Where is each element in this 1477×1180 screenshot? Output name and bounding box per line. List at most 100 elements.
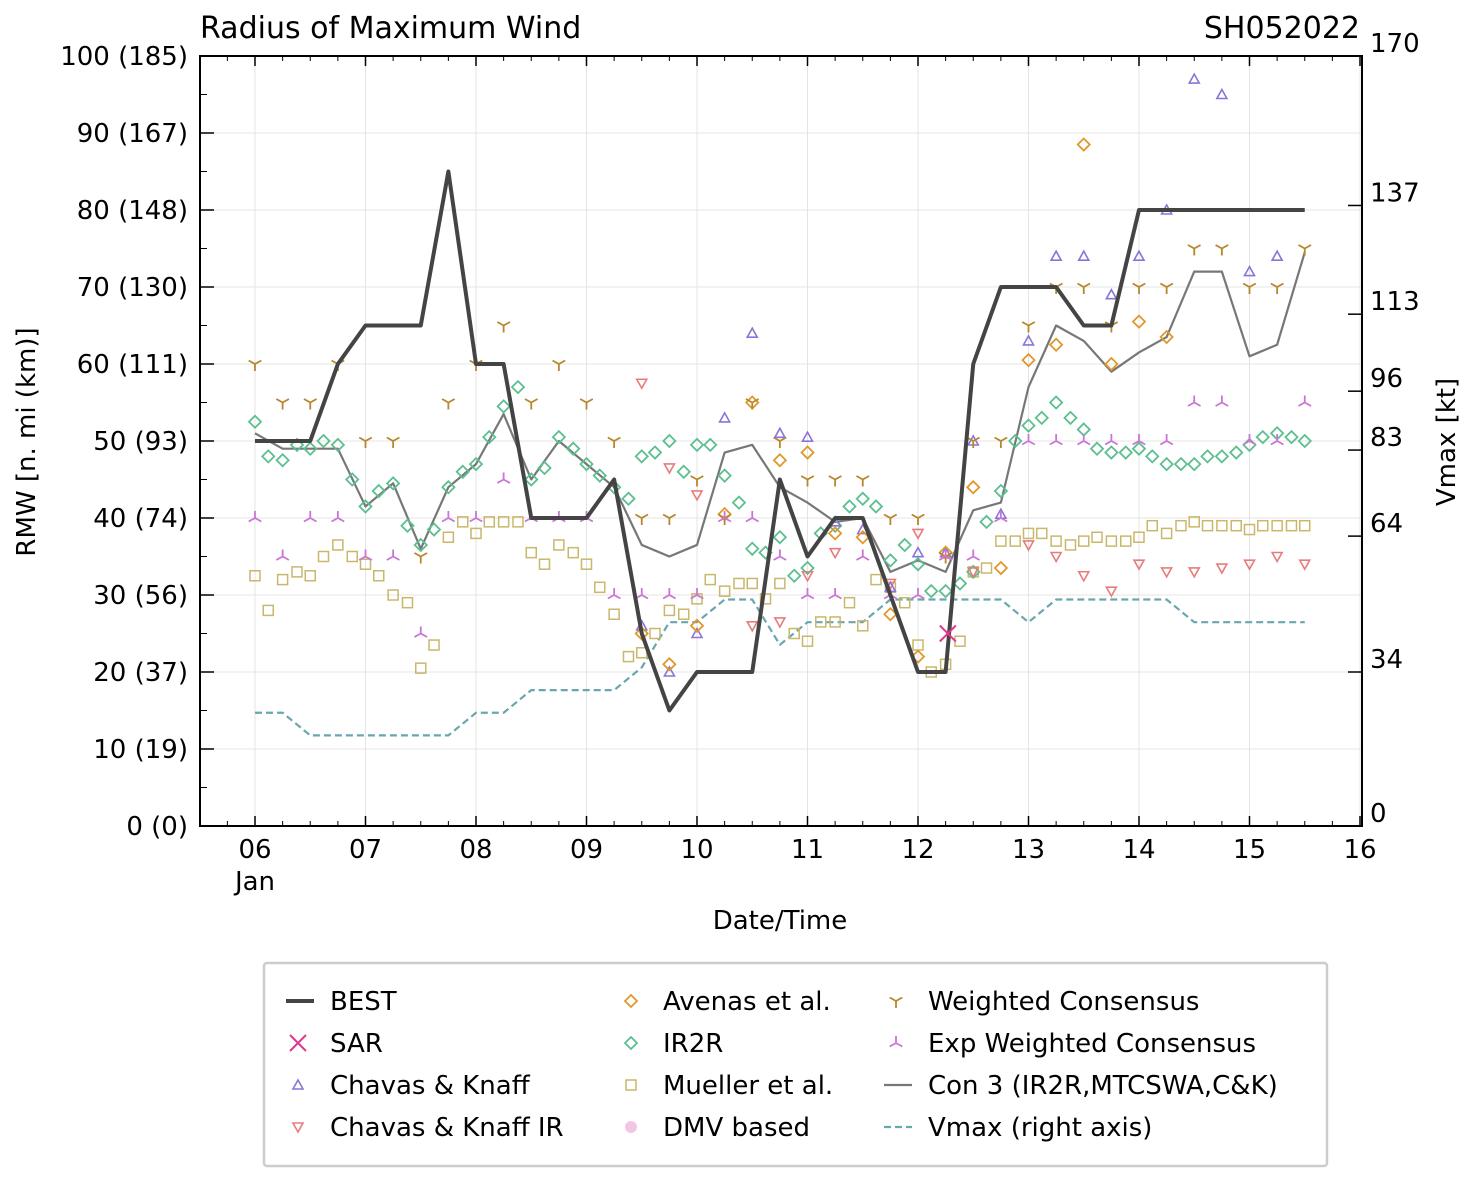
mueller-point [898,596,911,609]
ir2r-point [842,499,857,514]
ck-point [773,426,787,439]
ir2r-point [979,514,994,530]
mueller-point [870,573,882,586]
mueller-point [470,527,482,540]
ck-point [1132,249,1146,262]
legend-box [262,961,1329,1168]
series-vmax [255,598,1305,737]
ir2r-point [772,529,788,545]
ckir-point [966,567,980,579]
legend-swatch [289,1034,307,1052]
mueller-point [733,577,745,590]
mueller-point [718,585,731,597]
avenas-point [883,606,898,622]
avenas-point [634,626,650,641]
legend-item-ir2r: IR2R [623,1029,723,1059]
ck-point [1105,288,1118,300]
ir2r-point [579,456,594,472]
x-tick-label: 08 [459,835,492,865]
ir2r-point [247,414,263,430]
series-mueller [249,516,1311,678]
avenas-point [827,526,843,541]
ir2r-point [455,464,471,480]
series-wc [248,244,1312,564]
ewc-point [911,588,925,600]
wc-point [552,359,566,371]
mueller-point [1064,539,1077,551]
ir2r-point [662,433,677,449]
wc-point [1159,282,1174,294]
ir2r-point [786,568,802,584]
legend-item-avenas: Avenas et al. [623,987,831,1017]
ir2r-point [883,553,898,568]
series-avenas [634,137,1174,672]
ir2r-point [1063,410,1078,426]
ckir-point [1298,559,1312,571]
ir2r-point [426,522,442,537]
wc-point [524,398,538,410]
ckir-point [1160,567,1173,579]
ir2r-point [385,476,401,491]
ewc-point [303,511,317,523]
ewc-point [441,511,456,523]
avenas-point [1131,314,1147,329]
ir2r-point [1284,429,1299,445]
y-tick-label: 50 (93) [93,427,188,457]
ewc-point [635,588,649,600]
y-tick-label: 10 (19) [93,735,188,765]
legend-label: Vmax (right axis) [928,1113,1152,1143]
mueller-point [538,558,551,570]
mueller-point [317,550,330,563]
mueller-point [594,581,606,594]
ewc-point [966,549,980,561]
ir2r-point [1089,441,1105,456]
mueller-point [677,608,690,620]
wc-point [745,398,759,410]
mueller-point [567,546,579,559]
ewc-point [773,549,787,561]
avenas-point [1159,329,1174,345]
wc-point [994,436,1008,448]
mueller-point [373,570,385,582]
ir2r-point [592,468,608,483]
series-ckir [635,378,1312,633]
ewc-point [1215,395,1229,407]
best-line [255,169,1305,713]
ir2r-point [275,452,290,468]
legend-item-ewc: Exp Weighted Consensus [889,1029,1256,1059]
ir2r-point [1104,445,1119,460]
ir2r-point [731,495,747,510]
ewc-point [248,511,262,523]
avenas-point [1021,352,1036,368]
mueller-point [663,604,676,617]
ir2r-point [1159,456,1174,472]
wc-point [856,475,870,487]
mueller-point [387,589,399,601]
ck-point [1215,87,1229,100]
y2-tick-label: 83 [1370,423,1403,453]
ewc-point [414,626,428,638]
mueller-point [1078,535,1090,547]
mueller-point [249,570,261,582]
mueller-point [332,539,344,551]
mueller-point [815,616,827,628]
ckir-point [1132,559,1146,571]
wc-point [883,513,898,525]
wc-point [1021,321,1036,333]
ir2r-point [510,379,526,395]
y2-tick-label: 34 [1370,645,1403,675]
ewc-point [469,511,483,523]
ir2r-point [647,445,663,460]
ir2r-point [1297,433,1313,449]
ir2r-point [523,472,539,487]
ewc-point [1132,434,1146,446]
ewc-point [1187,395,1201,407]
mueller-point [980,562,993,574]
legend-item-sar: SAR [289,1029,383,1059]
ir2r-point [923,583,939,599]
ck-point [1187,72,1201,84]
ewc-point [662,588,677,600]
legend-item-dmv: DMV based [625,1113,810,1143]
x-axis-label: Date/Time [713,906,848,936]
ewc-point [1270,434,1284,446]
